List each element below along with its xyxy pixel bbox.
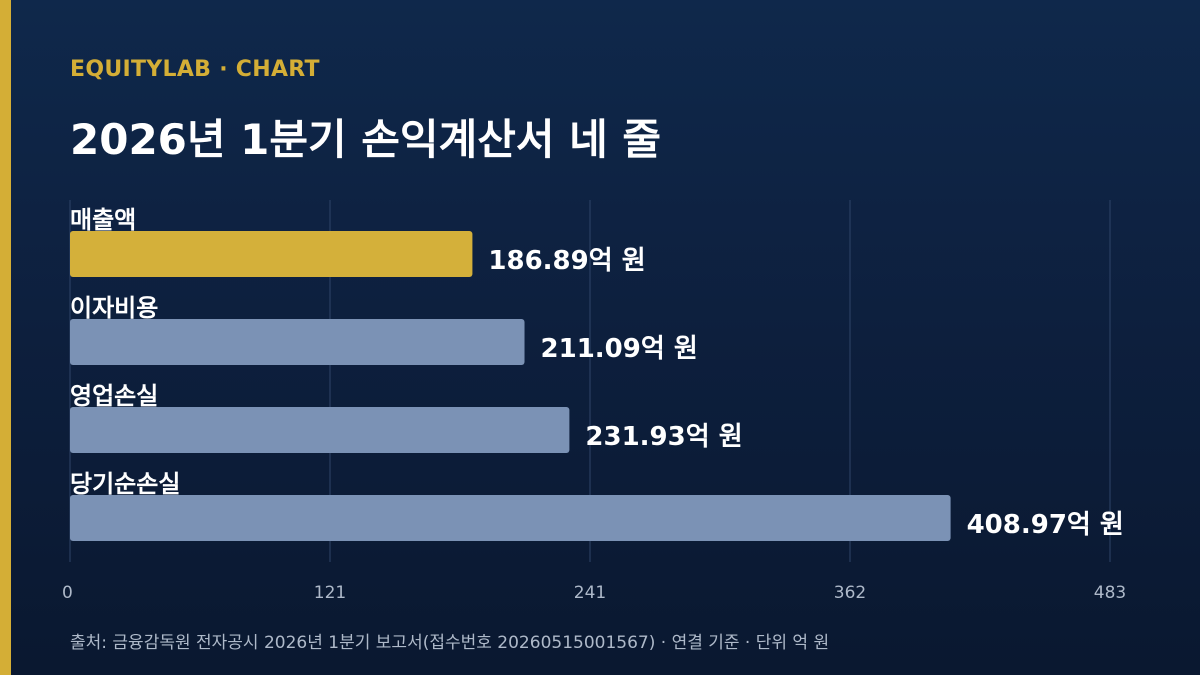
category-label: 이자비용	[70, 294, 158, 322]
x-tick-label: 362	[834, 583, 866, 603]
brand-label: EQUITYLAB · CHART	[70, 57, 320, 82]
value-label: 186.89억 원	[488, 246, 645, 276]
value-label: 211.09억 원	[541, 334, 698, 364]
accent-strip	[0, 0, 11, 675]
bar	[70, 319, 525, 365]
category-label: 당기순손실	[70, 470, 180, 498]
bar	[70, 407, 570, 453]
category-label: 영업손실	[70, 382, 158, 410]
value-label: 231.93억 원	[585, 422, 742, 452]
category-label: 매출액	[70, 206, 136, 234]
chart-title: 2026년 1분기 손익계산서 네 줄	[70, 115, 662, 164]
x-tick-label: 483	[1094, 583, 1126, 603]
value-label: 408.97억 원	[967, 510, 1124, 540]
bar	[70, 231, 473, 277]
x-tick-label: 0	[62, 583, 73, 603]
bar	[70, 495, 951, 541]
x-tick-label: 241	[574, 583, 606, 603]
x-tick-label: 121	[314, 583, 346, 603]
source-note: 출처: 금융감독원 전자공시 2026년 1분기 보고서(접수번호 202605…	[70, 633, 830, 653]
